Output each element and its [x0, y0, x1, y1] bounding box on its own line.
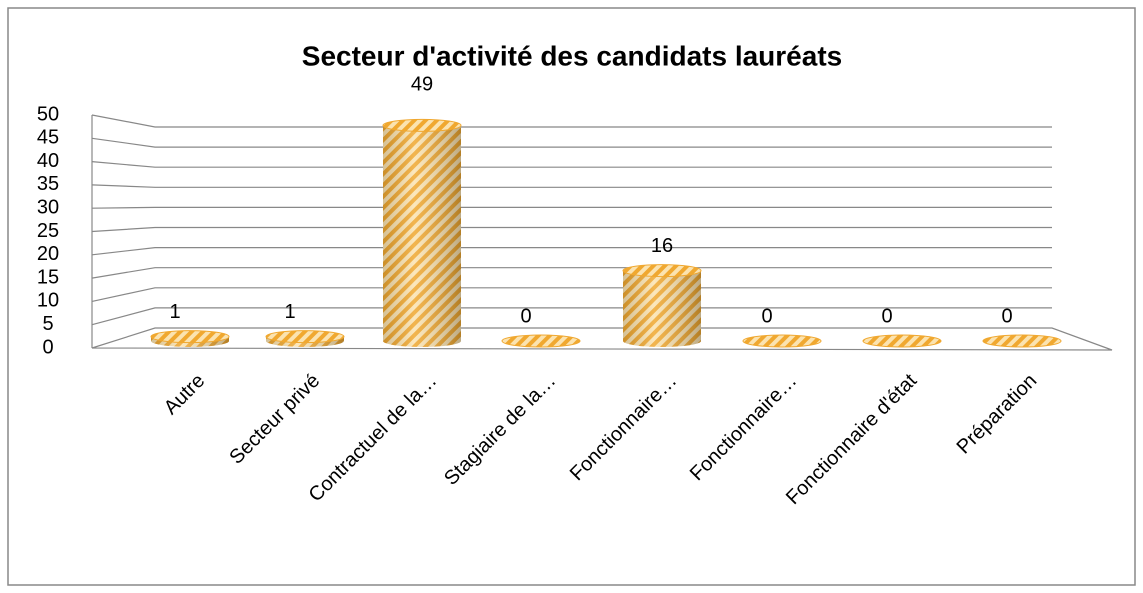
bar [622, 264, 702, 347]
bar [382, 118, 462, 348]
grid-line [91, 226, 1052, 233]
grid-line [91, 247, 1052, 256]
bar [265, 330, 345, 347]
y-tick-label: 15 [37, 266, 59, 288]
y-tick-label: 35 [37, 173, 59, 195]
bar [501, 334, 581, 348]
y-tick-label: 45 [37, 127, 59, 149]
data-label: 0 [881, 305, 892, 327]
y-tick-label: 25 [37, 220, 59, 242]
floor [91, 327, 1113, 351]
grid-line [91, 137, 1052, 148]
data-label: 16 [651, 235, 673, 257]
bar [982, 334, 1062, 348]
bar [742, 334, 822, 348]
grid-line [91, 184, 1052, 188]
grid-line [91, 287, 1052, 302]
bar [150, 330, 230, 347]
data-label: 1 [284, 301, 295, 323]
grid-line [91, 307, 1052, 326]
data-label: 0 [761, 305, 772, 327]
data-label: 0 [520, 305, 531, 327]
grid-line [91, 114, 1052, 128]
y-tick-label: 30 [37, 196, 59, 218]
y-tick-label: 40 [37, 150, 59, 172]
chart-title: Secteur d'activité des candidats lauréat… [302, 40, 842, 71]
y-tick-label: 20 [37, 243, 59, 265]
grid-line [91, 161, 1052, 168]
y-tick-label: 50 [37, 103, 59, 125]
data-label: 49 [411, 74, 433, 96]
chart-border [7, 7, 1136, 586]
data-label: 1 [169, 301, 180, 323]
y-tick-label: 5 [42, 313, 53, 335]
grid-line [91, 206, 1052, 209]
data-label: 0 [1001, 305, 1012, 327]
y-tick-label: 0 [42, 336, 53, 358]
grid-line [91, 267, 1052, 279]
bar [862, 334, 942, 348]
y-tick-label: 10 [37, 290, 59, 312]
